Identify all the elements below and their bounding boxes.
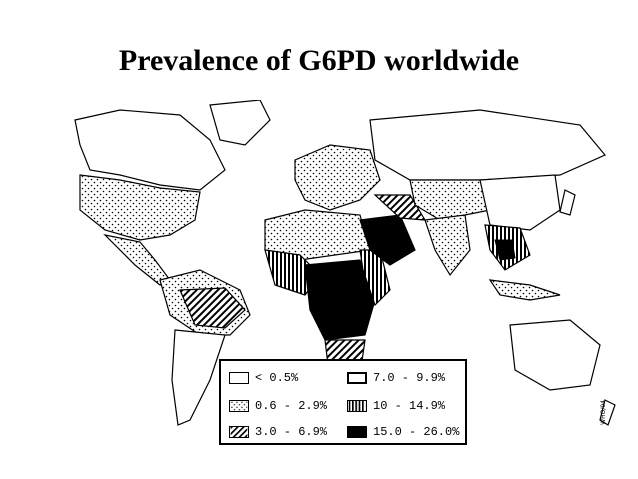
region-japan <box>559 189 576 216</box>
map-credit: WHO/94 <box>600 400 607 425</box>
legend-item: 10 - 14.9% <box>347 397 445 415</box>
legend-item: 3.0 - 6.9% <box>229 423 327 441</box>
legend-label: 3.0 - 6.9% <box>255 425 328 439</box>
legend-item: 15.0 - 26.0% <box>347 423 459 441</box>
legend-swatch-blank-thick <box>347 372 367 384</box>
region-south-america-south <box>171 329 226 426</box>
region-brazil <box>179 287 246 329</box>
map-title: Prevalence of G6PD worldwide <box>118 44 520 77</box>
region-indochina-core <box>494 239 516 261</box>
region-europe <box>294 144 381 211</box>
map-legend: < 0.5% 7.0 - 9.9% 0.6 - 2.9% 10 - 14.9% … <box>219 359 467 445</box>
legend-label: 0.6 - 2.9% <box>255 399 328 413</box>
region-mexico-central-america <box>103 234 171 286</box>
region-canada <box>74 109 226 191</box>
region-central-africa <box>304 259 376 341</box>
legend-swatch-dots <box>229 400 249 412</box>
legend-swatch-vertical-stripes <box>347 400 367 412</box>
region-china <box>479 174 561 231</box>
region-indonesia <box>488 279 561 301</box>
region-usa <box>79 174 201 241</box>
legend-swatch-blank <box>229 372 249 384</box>
legend-item: 0.6 - 2.9% <box>229 397 327 415</box>
legend-label: 7.0 - 9.9% <box>373 371 446 385</box>
legend-label: < 0.5% <box>255 371 299 385</box>
legend-item: 7.0 - 9.9% <box>347 369 445 387</box>
region-greenland <box>209 100 271 146</box>
legend-item: < 0.5% <box>229 369 298 387</box>
region-india <box>424 214 471 277</box>
legend-label: 10 - 14.9% <box>373 399 446 413</box>
region-australia <box>509 319 601 391</box>
region-arabian-peninsula <box>359 214 416 266</box>
world-map <box>74 100 616 426</box>
legend-swatch-diagonal-stripes <box>229 426 249 438</box>
region-new-zealand <box>599 399 616 426</box>
legend-label: 15.0 - 26.0% <box>373 425 460 439</box>
region-russia <box>369 109 606 181</box>
legend-swatch-solid-black <box>347 426 367 438</box>
